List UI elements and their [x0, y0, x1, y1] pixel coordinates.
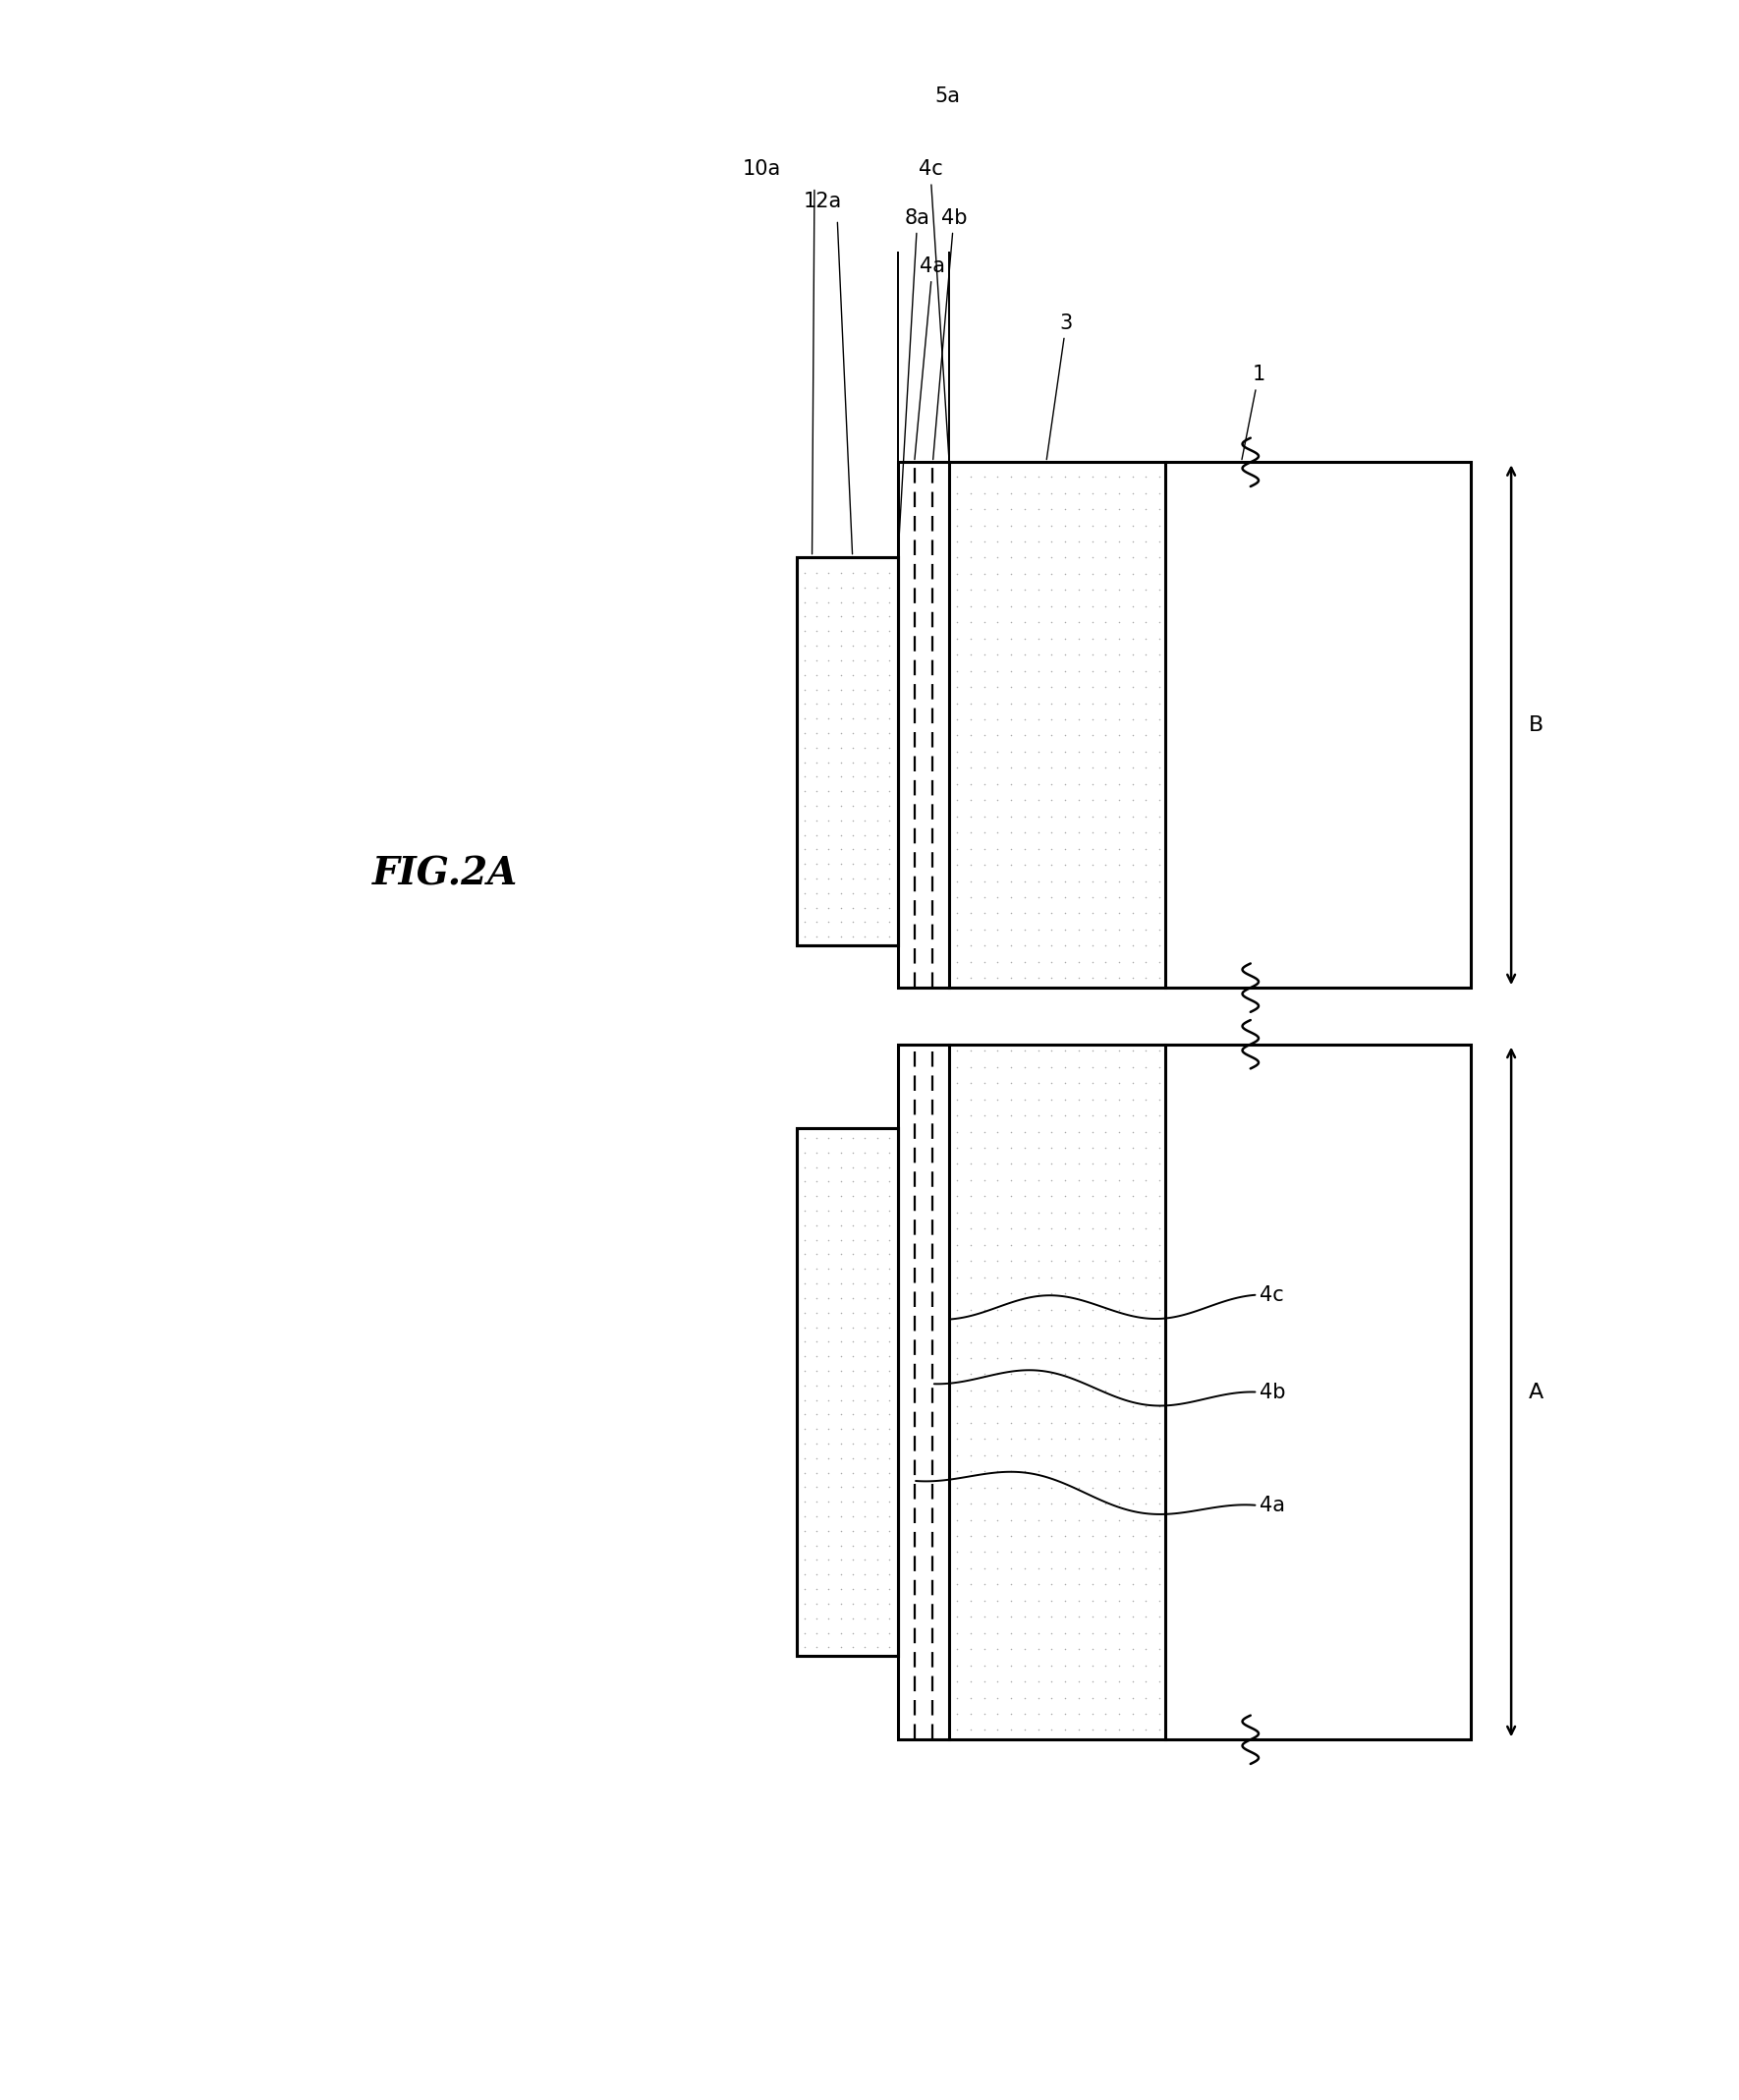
Text: 4c: 4c: [1259, 1285, 1283, 1304]
Text: A: A: [1529, 1382, 1544, 1403]
Text: 3: 3: [1047, 313, 1073, 460]
Text: 4a: 4a: [915, 256, 946, 460]
Text: 8a: 8a: [897, 208, 930, 554]
Bar: [796, 1128, 897, 1657]
Text: 1: 1: [1242, 365, 1264, 460]
Bar: [796, 1128, 897, 1657]
Text: 4a: 4a: [1259, 1495, 1285, 1514]
Text: 12a: 12a: [803, 191, 842, 212]
Bar: [796, 556, 897, 945]
Bar: [796, 556, 897, 945]
Text: 5a: 5a: [934, 86, 960, 107]
Text: B: B: [1529, 716, 1544, 735]
Text: 4b: 4b: [1259, 1382, 1285, 1403]
Text: 4b: 4b: [934, 208, 967, 460]
Bar: [897, 1044, 1471, 1739]
Text: 4c: 4c: [918, 160, 949, 460]
Bar: [897, 462, 1471, 987]
Text: FIG.2A: FIG.2A: [372, 857, 518, 892]
Text: 10a: 10a: [743, 160, 781, 179]
